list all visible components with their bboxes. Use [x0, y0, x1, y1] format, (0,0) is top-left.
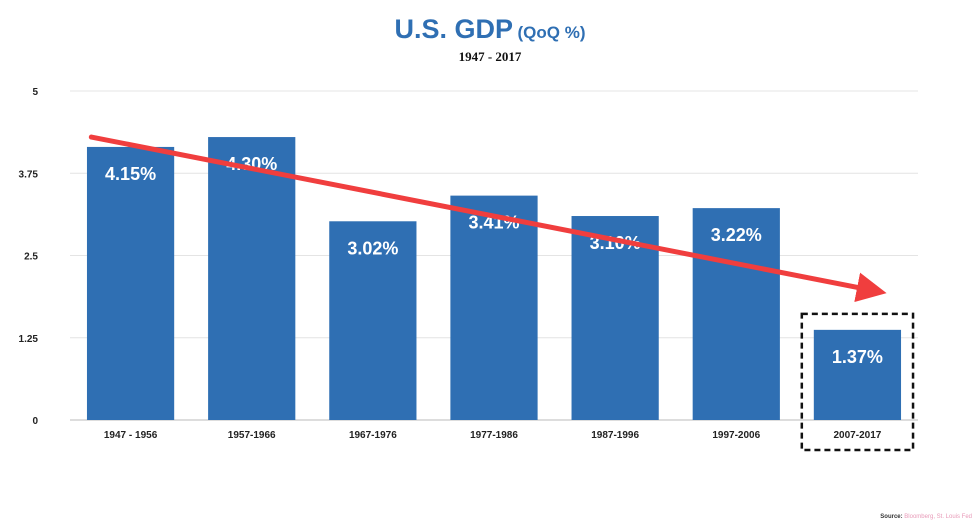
x-tick-label: 1977-1986 [470, 430, 518, 441]
bar [813, 329, 902, 420]
y-tick-label: 0 [32, 416, 38, 427]
bar-data-label: 3.02% [347, 238, 398, 258]
x-tick-label: 1967-1976 [349, 430, 397, 441]
x-tick-label: 2007-2017 [834, 430, 882, 441]
bar [208, 137, 296, 420]
x-tick-label: 1957-1966 [228, 430, 276, 441]
x-tick-label: 1997-2006 [712, 430, 760, 441]
trend-arrow [88, 134, 887, 303]
bars: 4.15% 4.30%3.02%3.41%3.10% 3.22%1.37% [86, 137, 915, 452]
bar [450, 195, 538, 420]
x-axis-ticks: 1947 - 1956 1957-1966 1967-1976 1977-1986 19… [104, 430, 882, 441]
bar [329, 221, 417, 420]
y-tick-label: 3.75 [19, 169, 39, 180]
chart-title-unit: (QoQ %) [517, 23, 586, 42]
x-tick-label: 1947 - 1956 [104, 430, 158, 441]
chart-title: U.S. GDP [394, 14, 514, 44]
bar [692, 208, 780, 420]
chart-title-block: U.S. GDP (QoQ %) [0, 14, 980, 45]
bar-data-label: 3.22% [711, 225, 762, 245]
source-label: Source: [880, 514, 903, 520]
bar [86, 146, 175, 420]
y-tick-label: 2.5 [24, 252, 38, 263]
bar-data-label: 4.15% [105, 164, 156, 184]
y-tick-label: 5 [32, 87, 38, 98]
x-tick-label: 1987-1996 [591, 430, 639, 441]
trend-arrow-group [88, 134, 887, 303]
chart-subtitle: 1947 - 2017 [458, 49, 522, 64]
bar [571, 216, 659, 420]
bar-data-label: 1.37% [832, 347, 883, 367]
highlight-box [800, 312, 915, 452]
y-tick-label: 1.25 [19, 334, 39, 345]
y-axis-ticks: 0 1.25 2.5 3.75 5 [19, 87, 39, 427]
source-text: Bloomberg, St. Louis Fed [904, 514, 972, 520]
source-note: Source: Bloomberg, St. Louis Fed [880, 514, 972, 520]
